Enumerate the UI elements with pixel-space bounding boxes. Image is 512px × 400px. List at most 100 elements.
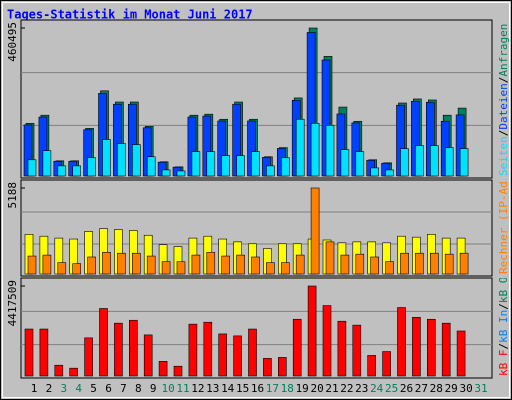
bar	[176, 261, 186, 275]
bar	[385, 261, 394, 275]
bar	[355, 151, 365, 177]
bar	[146, 255, 156, 275]
y-tick-label: 5188	[6, 182, 19, 209]
legend-entry: Rechner (IP-Adressen)	[497, 135, 510, 274]
bar	[102, 139, 111, 177]
bar	[173, 365, 183, 377]
bar	[132, 144, 141, 177]
bar	[42, 254, 52, 275]
bar	[441, 322, 451, 377]
bar	[251, 151, 260, 177]
x-tick-label: 15	[236, 382, 249, 395]
legend-entry: Seiten	[497, 136, 510, 176]
bar	[191, 254, 201, 275]
x-tick-label: 14	[221, 382, 235, 395]
x-tick-label: 24	[370, 382, 384, 395]
bar	[129, 319, 138, 377]
x-tick-label: 27	[415, 382, 428, 395]
bar	[191, 151, 201, 177]
x-tick-label: 28	[430, 382, 443, 395]
x-tick-label: 19	[296, 382, 309, 395]
bar	[370, 256, 380, 275]
legend-entry: kB F	[497, 350, 510, 377]
bar	[459, 252, 469, 275]
legend-entry: kB In	[497, 310, 510, 343]
bar	[459, 148, 469, 177]
bar	[54, 364, 64, 377]
x-tick-label: 31	[474, 382, 487, 395]
legend: Seiten/Dateien/Anfragen	[497, 24, 510, 176]
bar	[72, 263, 81, 275]
bar	[295, 254, 305, 275]
x-tick-label: 9	[150, 382, 157, 395]
bar	[203, 321, 213, 377]
legend: kB F/kB In/kB Out	[497, 263, 510, 377]
bar	[429, 145, 439, 177]
x-tick-label: 5	[90, 382, 97, 395]
x-tick-label: 13	[206, 382, 219, 395]
bar	[221, 255, 230, 275]
x-tick-label: 2	[46, 382, 53, 395]
bar	[337, 320, 347, 377]
bar	[158, 361, 168, 377]
bar	[146, 156, 156, 177]
bar	[218, 333, 227, 377]
legend-text: Rechner (IP-Adressen)/Besuche	[497, 82, 510, 274]
bar	[325, 241, 335, 275]
bar	[39, 328, 49, 377]
bar	[277, 357, 287, 377]
bar	[27, 159, 37, 177]
bar	[400, 148, 409, 177]
legend: Rechner (IP-Adressen)/Besuche	[497, 82, 510, 274]
bar	[412, 317, 421, 377]
x-tick-label: 17	[266, 382, 279, 395]
bar	[415, 145, 424, 177]
bar	[143, 334, 153, 377]
x-tick-label: 22	[340, 382, 353, 395]
legend-entry: Anfragen	[497, 24, 510, 77]
bar	[99, 308, 108, 377]
legend-entry: kB Out	[497, 263, 510, 303]
x-tick-label: 25	[385, 382, 398, 395]
bar	[42, 150, 52, 177]
bar	[161, 261, 171, 275]
bar	[263, 358, 272, 377]
bar	[397, 307, 406, 377]
legend-separator: /	[497, 130, 510, 137]
bar	[117, 143, 126, 177]
bar	[340, 149, 350, 177]
bar	[444, 253, 454, 275]
bar	[57, 262, 67, 275]
bar	[322, 305, 332, 377]
bar	[57, 165, 67, 177]
bar	[236, 254, 245, 275]
bar	[24, 328, 34, 377]
bar	[233, 335, 242, 377]
x-tick-label: 23	[355, 382, 368, 395]
x-tick-label: 10	[161, 382, 174, 395]
x-tick-label: 7	[120, 382, 127, 395]
x-tick-label: 6	[105, 382, 112, 395]
x-tick-label: 11	[176, 382, 189, 395]
bar	[206, 251, 216, 275]
bar	[292, 318, 302, 377]
bar	[206, 151, 216, 177]
bar	[325, 125, 335, 177]
x-tick-label: 30	[459, 382, 472, 395]
bar	[415, 252, 424, 275]
x-tick-label: 3	[60, 382, 67, 395]
bar	[370, 167, 380, 177]
bar	[280, 262, 290, 275]
x-tick-label: 21	[325, 382, 338, 395]
y-tick-label: 460495	[6, 22, 19, 62]
bar	[295, 118, 305, 177]
bar	[456, 330, 466, 377]
bar	[69, 367, 78, 377]
x-tick-label: 4	[75, 382, 82, 395]
bar	[355, 253, 365, 275]
bar	[426, 318, 436, 377]
bar	[84, 337, 93, 377]
bar	[117, 252, 126, 275]
